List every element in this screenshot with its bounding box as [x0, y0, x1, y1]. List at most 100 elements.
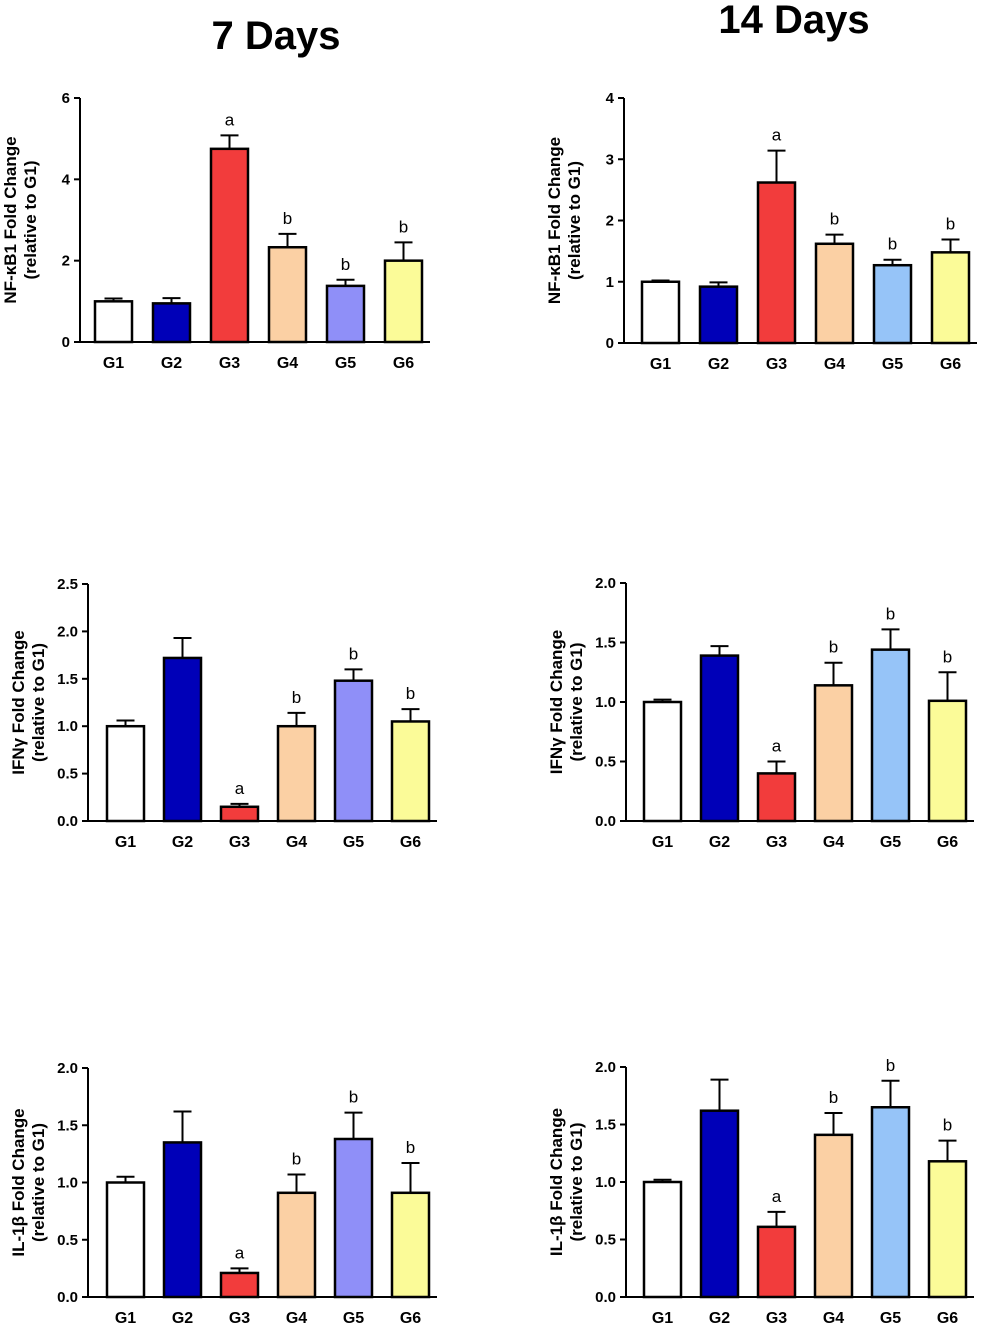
y-axis-subtitle: (relative to G1) [21, 160, 40, 279]
x-tick-label-g6: G6 [937, 834, 958, 851]
bar-g6 [383, 259, 424, 344]
significance-label-g6: b [943, 1116, 952, 1135]
bar-g2 [699, 1109, 740, 1299]
x-tick-label-g5: G5 [343, 834, 364, 851]
x-tick-label-g4: G4 [286, 1310, 307, 1327]
bar-g5 [333, 679, 374, 823]
x-tick-label-g5: G5 [335, 355, 356, 372]
significance-label-g5: b [886, 604, 895, 623]
x-tick-label-g3: G3 [219, 355, 240, 372]
x-tick-label-g4: G4 [277, 355, 298, 372]
x-tick-label-g2: G2 [708, 356, 729, 373]
bar-g3 [756, 1225, 797, 1299]
y-axis-subtitle: (relative to G1) [567, 1122, 586, 1241]
significance-label-g3: a [225, 110, 235, 129]
x-tick-label-g1: G1 [115, 834, 136, 851]
x-tick-label-g1: G1 [652, 1310, 673, 1327]
bar-g6 [390, 720, 431, 823]
chart-nfkb1-7-days: 0 2 4 6 NF-κB1 Fold Change (relative to G1) G1… [1, 90, 430, 372]
x-tick-label-g1: G1 [115, 1310, 136, 1327]
chart-il1b-7-days: 0.0 0.5 1.0 1.5 2.0 IL-1β Fold Change (relativ… [9, 1060, 437, 1327]
bar-g1 [642, 1180, 683, 1299]
y-axis-subtitle: (relative to G1) [567, 642, 586, 761]
bar-g6 [927, 1160, 968, 1299]
y-tick-label: 1.0 [57, 718, 78, 735]
y-tick-label: 1.5 [57, 671, 78, 688]
y-tick-label: 0 [606, 335, 614, 352]
y-tick-label: 1.0 [57, 1175, 78, 1192]
significance-label-g6: b [946, 214, 955, 233]
y-tick-label: 0.0 [57, 1289, 78, 1306]
bar-g1 [105, 1181, 146, 1299]
bar-g3 [756, 181, 797, 345]
significance-label-g5: b [888, 235, 897, 254]
y-tick-label: 1.0 [595, 1174, 616, 1191]
x-tick-label-g2: G2 [161, 355, 182, 372]
x-tick-label-g1: G1 [103, 355, 124, 372]
x-tick-label-g3: G3 [229, 1310, 250, 1327]
bar-g1 [640, 280, 681, 345]
chart-ifng-7-days: 0.0 0.5 1.0 1.5 2.0 2.5 IFNγ Fold Change (relat… [9, 576, 437, 851]
x-tick-label-g3: G3 [766, 1310, 787, 1327]
y-tick-label: 4 [606, 90, 615, 107]
significance-label-g4: b [829, 638, 838, 657]
significance-label-g3: a [772, 126, 782, 145]
column-title-14-days: 14 Days [718, 0, 870, 42]
y-tick-label: 2.0 [57, 623, 78, 640]
bar-g5 [870, 1106, 911, 1299]
y-tick-label: 2.0 [595, 575, 616, 592]
bar-g5 [870, 648, 911, 823]
bar-g5 [872, 263, 913, 345]
bar-g6 [927, 699, 968, 823]
significance-label-g3: a [772, 737, 782, 756]
x-tick-label-g5: G5 [880, 1310, 901, 1327]
x-tick-label-g4: G4 [286, 834, 307, 851]
y-axis-subtitle: (relative to G1) [565, 161, 584, 280]
bar-g5 [325, 284, 366, 344]
x-tick-label-g5: G5 [343, 1310, 364, 1327]
y-tick-label: 0.5 [57, 766, 78, 783]
x-tick-label-g2: G2 [172, 834, 193, 851]
x-tick-label-g3: G3 [229, 834, 250, 851]
y-tick-label: 2 [62, 253, 70, 270]
bar-g2 [698, 285, 739, 345]
bar-g3 [219, 1271, 260, 1299]
significance-label-g5: b [349, 644, 358, 663]
significance-label-g3: a [235, 779, 245, 798]
x-tick-label-g5: G5 [880, 834, 901, 851]
significance-label-g4: b [830, 210, 839, 229]
y-tick-label: 1 [606, 274, 614, 291]
bar-g3 [219, 805, 260, 823]
bar-g4 [276, 724, 317, 823]
x-tick-label-g4: G4 [824, 356, 845, 373]
chart-il1b-14-days: 0.0 0.5 1.0 1.5 2.0 IL-1β Fold Change (relativ… [547, 1056, 974, 1327]
x-tick-label-g4: G4 [823, 1310, 844, 1327]
bar-g4 [276, 1191, 317, 1299]
y-axis-title: IL-1β Fold Change [9, 1108, 28, 1256]
y-axis-subtitle: (relative to G1) [29, 1123, 48, 1242]
bar-g3 [209, 147, 250, 344]
y-tick-label: 2 [606, 213, 614, 230]
bar-g3 [756, 772, 797, 823]
chart-nfkb1-14-days: 0 1 2 3 4 NF-κB1 Fold Change (relative to G1) G… [545, 90, 977, 373]
significance-label-g3: a [772, 1187, 782, 1206]
chart-ifng-14-days: 0.0 0.5 1.0 1.5 2.0 IFNγ Fold Change (relative… [547, 575, 974, 851]
significance-label-g3: a [235, 1243, 245, 1262]
significance-label-g5: b [341, 255, 350, 274]
y-tick-label: 2.5 [57, 576, 78, 593]
significance-label-g6: b [399, 217, 408, 236]
x-tick-label-g3: G3 [766, 356, 787, 373]
bar-g1 [93, 300, 134, 344]
y-tick-label: 4 [62, 171, 71, 188]
x-tick-label-g5: G5 [882, 356, 903, 373]
significance-label-g5: b [886, 1056, 895, 1075]
y-axis-title: IFNγ Fold Change [9, 630, 28, 775]
bar-g6 [390, 1191, 431, 1299]
y-tick-label: 1.0 [595, 694, 616, 711]
y-tick-label: 0.0 [57, 813, 78, 830]
y-tick-label: 1.5 [57, 1117, 78, 1134]
y-tick-label: 0.0 [595, 813, 616, 830]
y-tick-label: 2.0 [57, 1060, 78, 1077]
y-tick-label: 0.5 [595, 754, 616, 771]
column-title-7-days: 7 Days [211, 14, 341, 58]
